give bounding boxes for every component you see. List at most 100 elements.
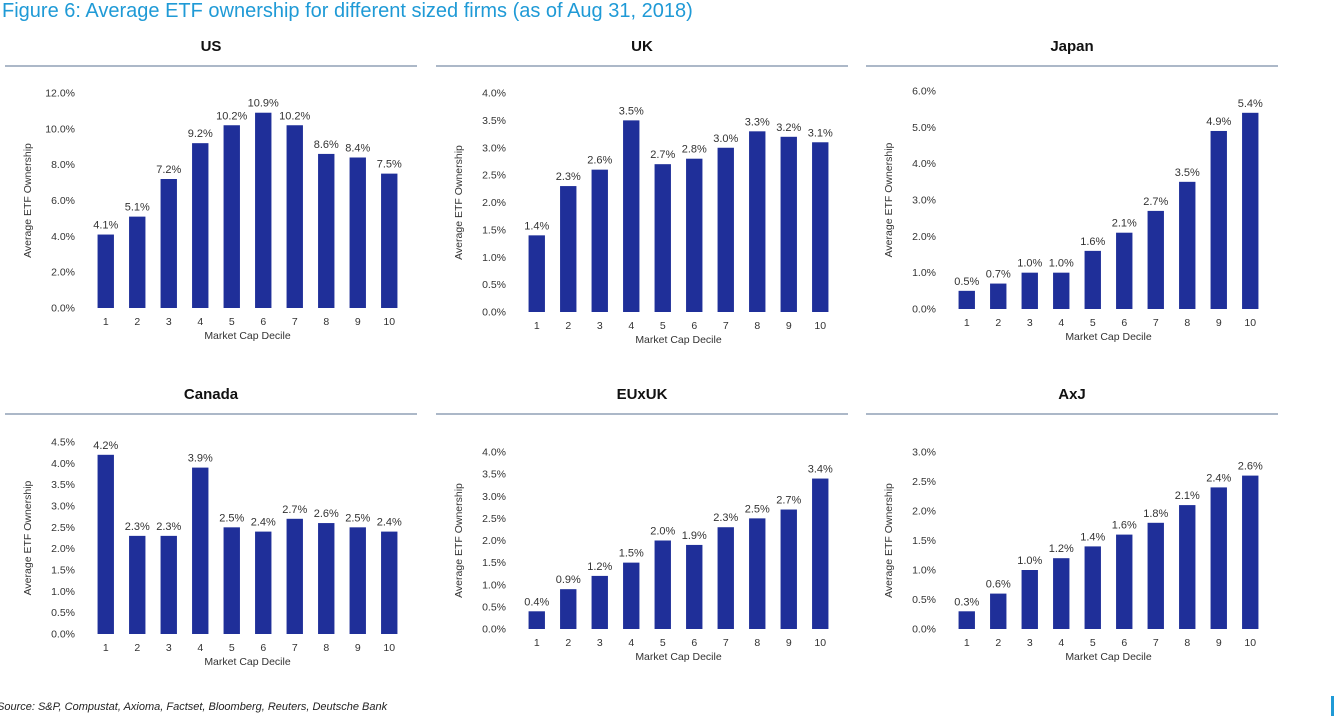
y-axis-label: Average ETF Ownership [453,483,465,598]
data-label: 3.4% [808,464,833,476]
bar-us-decile-7 [286,125,303,308]
y-tick-label: 2.5% [482,170,506,182]
y-axis-label: Average ETF Ownership [883,142,895,257]
bar-japan-decile-7 [1147,210,1164,309]
x-axis-label: Market Cap Decile [635,651,722,663]
data-label: 2.7% [650,149,675,161]
x-tick-label: 3 [166,316,172,328]
y-tick-label: 0.5% [482,601,506,613]
bar-axj-decile-10 [1242,475,1259,629]
bar-canada-decile-8 [318,523,335,634]
x-tick-label: 5 [660,320,666,332]
data-label: 8.4% [345,143,370,155]
bar-japan-decile-1 [958,290,975,309]
data-label: 3.3% [745,116,770,128]
x-tick-label: 5 [1090,637,1096,649]
bar-canada-decile-9 [349,527,366,634]
data-label: 2.0% [650,526,675,538]
bar-us-decile-10 [381,173,398,308]
x-tick-label: 4 [628,320,634,332]
data-label: 0.6% [986,579,1011,591]
x-tick-label: 4 [197,316,203,328]
x-tick-label: 7 [723,320,729,332]
data-label: 1.4% [1080,531,1105,543]
x-axis-label: Market Cap Decile [635,334,722,346]
x-tick-label: 2 [995,317,1001,329]
y-tick-label: 0.0% [482,307,506,319]
x-tick-label: 9 [786,637,792,649]
data-label: 10.2% [279,110,310,122]
bar-us-decile-2 [129,216,146,308]
bar-canada-decile-2 [129,535,146,634]
y-tick-label: 2.5% [482,513,506,525]
data-label: 2.7% [282,504,307,516]
data-label: 2.3% [125,521,150,533]
data-label: 4.1% [93,220,118,232]
x-tick-label: 8 [1184,637,1190,649]
y-tick-label: 5.0% [912,122,936,134]
data-label: 2.6% [1238,461,1263,473]
y-tick-label: 2.0% [482,197,506,209]
x-axis-label: Market Cap Decile [204,656,291,668]
y-tick-label: 3.5% [482,469,506,481]
y-tick-label: 0.0% [912,304,936,316]
x-tick-label: 10 [1244,317,1256,329]
bar-uk-decile-10 [812,142,829,312]
data-label: 0.4% [524,596,549,608]
y-tick-label: 6.0% [51,195,75,207]
chart-title-axj: AxJ [1058,386,1086,403]
x-tick-label: 10 [383,642,395,654]
y-tick-label: 0.5% [482,279,506,291]
y-tick-label: 0.0% [482,624,506,636]
chart-panel-canada: Canada 0.0% 0.5% 1.0% 1.5% 2.0% 2.5% 3.0% 3.5% 4.… [5,386,417,668]
x-tick-label: 6 [1121,317,1127,329]
x-tick-label: 3 [1027,637,1033,649]
data-label: 2.4% [1206,472,1231,484]
data-label: 2.5% [345,512,370,524]
x-tick-label: 7 [1153,637,1159,649]
data-label: 1.8% [1143,508,1168,520]
data-label: 2.4% [251,517,276,529]
x-tick-label: 9 [355,316,361,328]
data-label: 0.3% [954,596,979,608]
x-tick-label: 5 [229,642,235,654]
bar-uk-decile-4 [623,120,640,312]
x-tick-label: 10 [1244,637,1256,649]
data-label: 2.3% [713,512,738,524]
chart-title-japan: Japan [1050,38,1093,55]
bar-axj-decile-2 [990,593,1007,629]
data-label: 2.3% [556,171,581,183]
x-tick-label: 2 [134,316,140,328]
data-label: 3.5% [619,105,644,117]
bar-us-decile-3 [160,179,177,308]
y-tick-label: 2.0% [912,231,936,243]
x-tick-label: 4 [197,642,203,654]
bar-us-decile-5 [223,125,240,308]
x-tick-label: 1 [964,317,970,329]
y-tick-label: 1.5% [482,224,506,236]
y-tick-label: 3.5% [51,479,75,491]
bar-euxuk-decile-6 [686,544,703,629]
x-tick-label: 3 [597,637,603,649]
chart-title-us: US [201,38,222,55]
y-tick-label: 0.0% [51,629,75,641]
y-tick-label: 1.5% [912,535,936,547]
source-note: Source: S&P, Compustat, Axioma, Factset,… [0,701,388,713]
y-tick-label: 3.0% [912,195,936,207]
x-tick-label: 9 [355,642,361,654]
y-tick-label: 8.0% [51,159,75,171]
x-axis-label: Market Cap Decile [1065,651,1152,663]
x-tick-label: 8 [323,316,329,328]
bar-axj-decile-8 [1179,505,1196,629]
y-tick-label: 4.0% [51,458,75,470]
x-tick-label: 7 [723,637,729,649]
data-label: 9.2% [188,128,213,140]
x-axis-label: Market Cap Decile [1065,331,1152,343]
data-label: 2.4% [377,517,402,529]
y-tick-label: 3.0% [482,491,506,503]
x-tick-label: 3 [597,320,603,332]
x-tick-label: 9 [1216,317,1222,329]
bar-us-decile-6 [255,112,272,308]
x-tick-label: 10 [383,316,395,328]
chart-panel-euxuk: EUxUK 0.0% 0.5% 1.0% 1.5% 2.0% 2.5% 3.0% 3.5% 4.0… [436,386,848,663]
